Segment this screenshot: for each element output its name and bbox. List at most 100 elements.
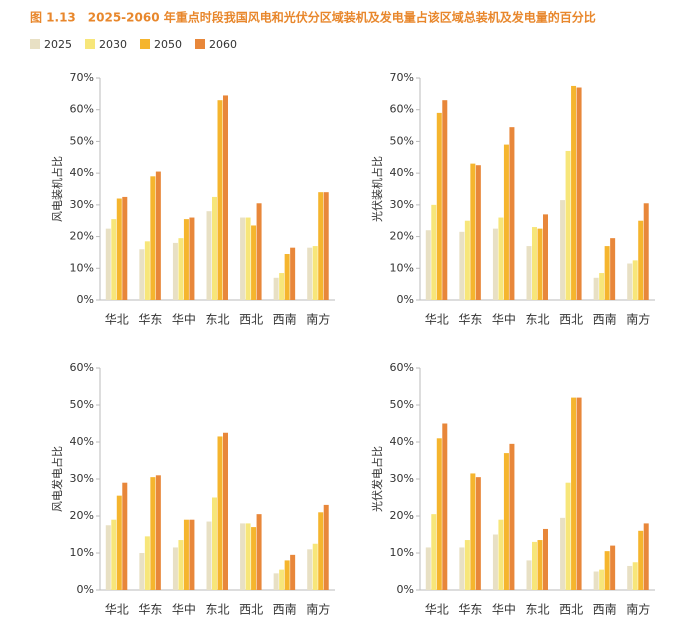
bar (144, 241, 150, 300)
y-tick-label: 40% (70, 166, 94, 179)
bar (206, 211, 212, 300)
y-tick-label: 10% (70, 546, 94, 559)
y-tick-label: 20% (70, 230, 94, 243)
bar (217, 100, 223, 300)
x-tick-label: 华北 (425, 603, 449, 617)
bar (111, 219, 117, 300)
y-tick-label: 10% (70, 261, 94, 274)
legend-swatch (30, 39, 40, 49)
x-tick-label: 华东 (458, 313, 482, 327)
bar (105, 525, 111, 590)
bar (475, 165, 481, 300)
bar (632, 562, 638, 590)
legend-swatch (85, 39, 95, 49)
bar (436, 112, 442, 300)
bar (273, 573, 279, 590)
bar (610, 238, 616, 300)
x-tick-label: 南方 (626, 602, 650, 617)
y-tick-label: 60% (70, 361, 94, 374)
y-tick-label: 10% (390, 546, 414, 559)
bar (312, 543, 318, 590)
bar (442, 100, 448, 300)
bar (273, 277, 279, 300)
bar (503, 144, 509, 300)
x-tick-label: 东北 (525, 313, 549, 327)
x-tick-label: 华东 (138, 313, 162, 327)
bar (251, 225, 257, 300)
bar (638, 220, 644, 300)
bar (543, 214, 548, 300)
bar (436, 438, 442, 590)
legend-label: 2060 (209, 38, 237, 51)
y-tick-label: 60% (70, 103, 94, 116)
bar (240, 523, 246, 590)
y-tick-label: 60% (390, 361, 414, 374)
x-tick-label: 华东 (138, 603, 162, 617)
bar (643, 203, 649, 300)
bar (560, 517, 566, 590)
bar (245, 217, 251, 300)
bar (150, 176, 156, 300)
bar (178, 238, 184, 300)
y-tick-label: 70% (70, 71, 94, 84)
bar (139, 249, 145, 300)
y-tick-label: 40% (390, 435, 414, 448)
x-tick-label: 西北 (239, 603, 263, 617)
y-tick-label: 70% (390, 71, 414, 84)
bar (183, 519, 189, 590)
bar (279, 273, 285, 300)
y-tick-label: 40% (390, 166, 414, 179)
bar (144, 536, 150, 590)
bar (150, 477, 156, 590)
bar (442, 423, 448, 590)
bar (183, 219, 189, 300)
bar (431, 204, 437, 300)
x-tick-label: 华东 (458, 603, 482, 617)
bar (498, 217, 504, 300)
bar (245, 523, 251, 590)
bar (284, 560, 290, 590)
legend-label: 2050 (154, 38, 182, 51)
bar (318, 192, 324, 300)
bar (599, 273, 605, 300)
bar (610, 545, 616, 590)
bar (122, 482, 128, 590)
bar (217, 436, 223, 590)
bar (571, 397, 577, 590)
bar (116, 198, 122, 300)
bar (111, 519, 117, 590)
bar (593, 571, 599, 590)
x-tick-label: 西南 (593, 312, 617, 327)
y-tick-label: 0% (77, 293, 94, 306)
bar (284, 254, 290, 300)
bar (431, 514, 437, 590)
x-tick-label: 东北 (525, 603, 549, 617)
y-tick-label: 30% (390, 198, 414, 211)
y-tick-label: 20% (390, 230, 414, 243)
bar (323, 504, 329, 590)
bar (189, 519, 195, 590)
y-tick-label: 40% (70, 435, 94, 448)
y-axis-label: 光伏装机占比 (370, 156, 384, 222)
bar (498, 519, 504, 590)
bar (464, 540, 470, 590)
y-tick-label: 50% (390, 398, 414, 411)
bar (604, 551, 610, 590)
x-tick-label: 华中 (492, 312, 516, 327)
bar (459, 547, 465, 590)
bar (251, 527, 257, 590)
y-tick-label: 60% (390, 103, 414, 116)
bar (307, 549, 313, 590)
legend-swatch (195, 39, 205, 49)
bar (223, 432, 228, 590)
bar (627, 263, 633, 300)
legend-swatch (140, 39, 150, 49)
bar (576, 397, 582, 590)
bar (172, 547, 178, 590)
bar (470, 163, 476, 300)
y-axis-label: 光伏发电占比 (370, 446, 384, 512)
bar (532, 541, 537, 590)
y-tick-label: 20% (70, 509, 94, 522)
bar (599, 569, 605, 590)
